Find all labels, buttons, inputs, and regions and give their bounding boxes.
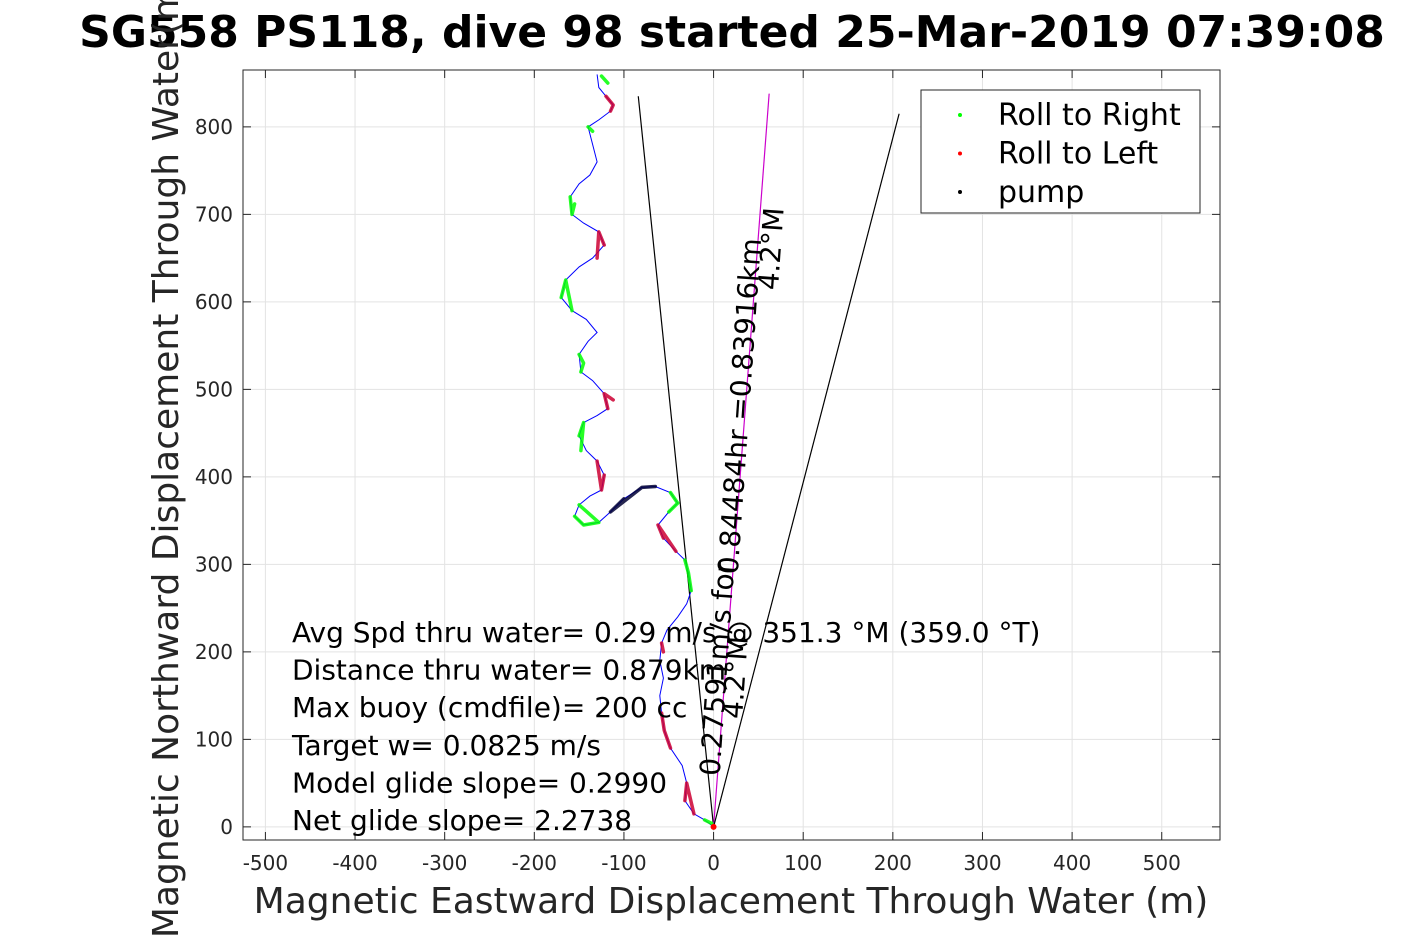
roll-left-segment — [659, 711, 673, 750]
x-tick-label: 0 — [707, 851, 720, 875]
roll-left-segment — [602, 391, 615, 411]
x-tick-label: 300 — [963, 851, 1001, 875]
x-tick-label: 400 — [1053, 851, 1091, 875]
roll-right-segment — [577, 420, 586, 453]
y-tick-label: 300 — [195, 552, 233, 576]
y-tick-label: 100 — [195, 727, 233, 751]
heading-lines — [637, 93, 900, 828]
heading-line — [712, 93, 770, 827]
roll-left-segment — [683, 781, 696, 816]
x-tick-label: -400 — [332, 851, 377, 875]
x-tick-label: 500 — [1143, 851, 1181, 875]
pump-segment — [608, 484, 658, 514]
y-tick-label: 600 — [195, 290, 233, 314]
heading-line — [712, 113, 900, 828]
roll-right-segment — [559, 278, 574, 313]
roll-right-segment — [577, 352, 586, 374]
roll-right-segment — [572, 503, 601, 527]
annotation-line: Net glide slope= 2.2738 — [292, 804, 632, 837]
chart-title: SG558 PS118, dive 98 started 25-Mar-2019… — [79, 7, 1385, 58]
rotated-label: 4.2°M — [716, 635, 755, 720]
y-tick-label: 700 — [195, 202, 233, 226]
x-tick-label: -300 — [422, 851, 467, 875]
legend-marker — [958, 113, 962, 117]
roll-right-segment — [599, 74, 610, 85]
legend-marker — [958, 151, 962, 156]
legend-marker — [958, 190, 962, 194]
annotation-line: Target w= 0.0825 m/s — [291, 729, 601, 762]
y-tick-label: 800 — [195, 115, 233, 139]
rotated-label: 4.2°M — [752, 206, 791, 291]
plot-frame — [242, 69, 1221, 841]
x-tick-label: -200 — [512, 851, 557, 875]
roll-left-segment — [656, 523, 678, 554]
annotation-block: Avg Spd thru water= 0.29 m/s @ 351.3 °M … — [291, 616, 1040, 837]
roll-markers — [559, 74, 717, 830]
y-tick-label: 400 — [195, 465, 233, 489]
legend-box — [920, 89, 1201, 214]
x-axis-label: Magnetic Eastward Displacement Through W… — [254, 881, 1209, 922]
y-tick-label: 500 — [195, 377, 233, 401]
roll-left-segment — [659, 641, 666, 654]
x-tick-label: 100 — [784, 851, 822, 875]
y-tick-label: 200 — [195, 640, 233, 664]
annotation-line: Model glide slope= 0.2990 — [292, 766, 667, 799]
x-tick-label: -500 — [243, 851, 288, 875]
origin-point — [710, 823, 717, 830]
annotation-line: Max buoy (cmdfile)= 200 cc — [292, 691, 687, 724]
legend-label: Roll to Right — [998, 98, 1181, 133]
legend-label: Roll to Left — [998, 137, 1158, 172]
roll-right-segment — [586, 125, 595, 134]
roll-right-segment — [568, 195, 577, 217]
tick-labels: -500 -400 -300 -200 -100 0 100 200 300 400 500 0 100… — [195, 70, 1220, 875]
heading-line — [637, 96, 715, 827]
roll-left-segment — [595, 459, 606, 492]
roll-left-segment — [595, 230, 606, 260]
y-axis-label: Magnetic Northward Displacement Through … — [146, 0, 187, 938]
roll-right-segment — [683, 558, 693, 593]
x-tick-label: -100 — [601, 851, 646, 875]
annotation-line: Avg Spd thru water= 0.29 m/s @ 351.3 °M … — [292, 616, 1040, 649]
x-tick-label: 200 — [874, 851, 912, 875]
annotation-line: Distance thru water= 0.879km — [292, 654, 726, 687]
roll-right-segment — [667, 490, 680, 514]
roll-left-segment — [604, 94, 615, 113]
roll-right-segment — [702, 818, 714, 826]
y-tick-label: 0 — [220, 815, 233, 839]
legend-label: pump — [998, 175, 1084, 210]
